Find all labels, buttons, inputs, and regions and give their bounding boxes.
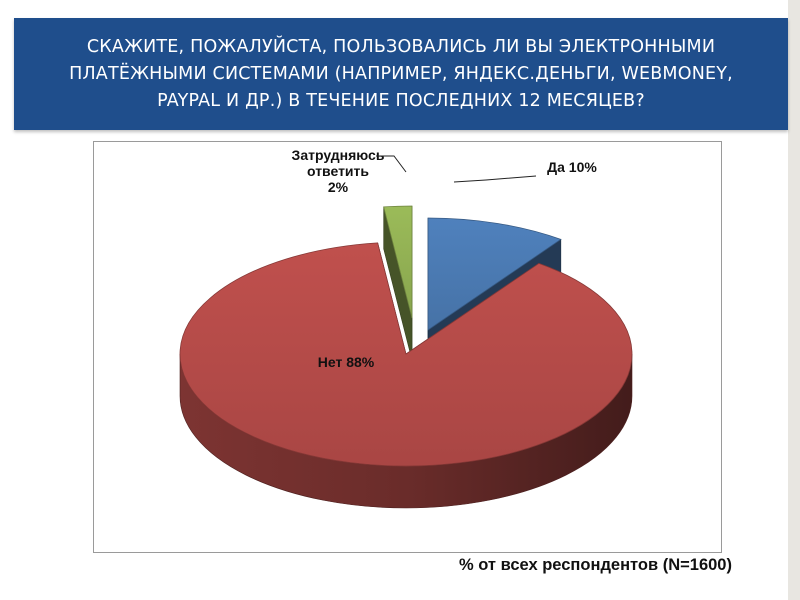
pie-slice-unsure <box>383 205 413 319</box>
leader-line-unsure <box>376 155 407 173</box>
pie-labels: Да 10% Нет 88% Затрудняюсь ответить 2% <box>292 147 598 370</box>
page-title: СКАЖИТЕ, ПОЖАЛУЙСТА, ПОЛЬЗОВАЛИСЬ ЛИ ВЫ … <box>69 36 733 111</box>
header-banner: СКАЖИТЕ, ПОЖАЛУЙСТА, ПОЛЬЗОВАЛИСЬ ЛИ ВЫ … <box>14 18 788 130</box>
pie-slice-yes <box>427 217 562 331</box>
pie-chart: Да 10% Нет 88% Затрудняюсь ответить 2% <box>179 147 633 509</box>
pie-label-unsure: Затрудняюсь ответить 2% <box>292 147 385 195</box>
pie-label-yes: Да 10% <box>547 159 597 175</box>
chart-frame: Да 10% Нет 88% Затрудняюсь ответить 2% <box>93 141 722 553</box>
side-strip <box>788 0 800 600</box>
pie-slice-tops <box>179 205 633 467</box>
pie-label-no: Нет 88% <box>318 354 375 370</box>
pie-slice-no <box>179 242 633 467</box>
leader-line-yes <box>453 175 537 183</box>
sample-note: % от всех респондентов (N=1600) <box>459 556 732 574</box>
